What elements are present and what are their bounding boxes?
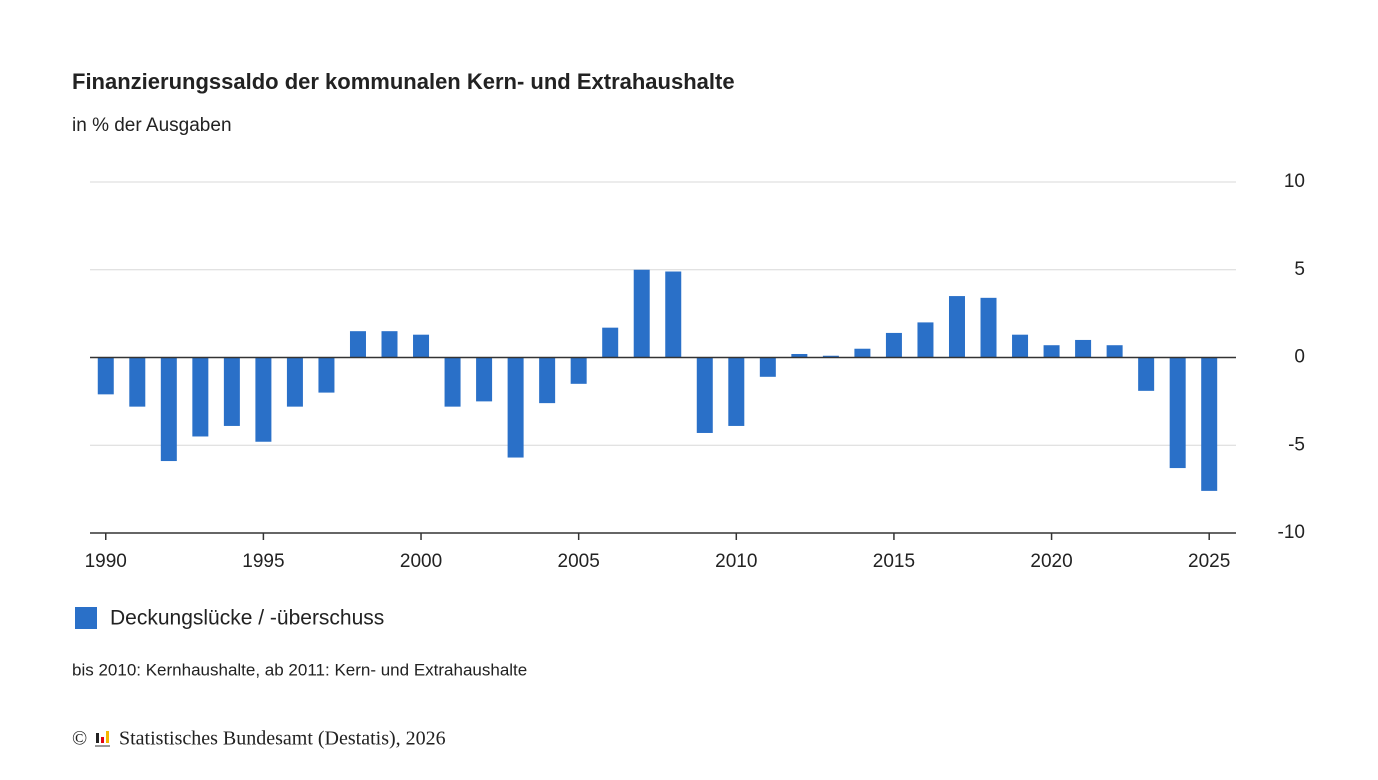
bar (917, 322, 934, 358)
bar (822, 355, 839, 358)
legend-label: Deckungslücke / -überschuss (110, 607, 384, 630)
bar (948, 296, 965, 358)
bar (1043, 345, 1060, 358)
x-tick-label: 2010 (715, 551, 757, 572)
bar (1169, 357, 1186, 469)
bar (791, 353, 808, 358)
bar (507, 357, 524, 458)
x-tick-label: 2020 (1030, 551, 1072, 572)
bar (1138, 357, 1155, 391)
bar (476, 357, 493, 402)
bar (413, 334, 430, 358)
bar (286, 357, 303, 407)
bar (318, 357, 335, 393)
bar (1012, 334, 1029, 358)
y-tick-label: 10 (1284, 171, 1305, 192)
bar (129, 357, 146, 407)
bar (381, 331, 398, 358)
chart-note: bis 2010: Kernhaushalte, ab 2011: Kern- … (72, 660, 527, 679)
chart-title: Finanzierungssaldo der kommunalen Kern- … (72, 69, 735, 94)
x-tick-label: 2005 (558, 551, 600, 572)
legend-swatch (75, 607, 97, 629)
source: Statistisches Bundesamt (Destatis), 2026 (119, 728, 446, 750)
bar (349, 331, 366, 358)
bar (854, 348, 871, 358)
bar (539, 357, 556, 404)
bar (696, 357, 713, 433)
chart-subtitle: in % der Ausgaben (72, 115, 232, 136)
bar (1201, 357, 1218, 491)
bar (255, 357, 272, 442)
bar (444, 357, 461, 407)
bar (885, 332, 902, 358)
bar (602, 327, 619, 358)
bar (1106, 345, 1123, 358)
y-tick-label: 0 (1294, 347, 1305, 368)
y-tick-label: -10 (1278, 522, 1305, 543)
x-tick-label: 2000 (400, 551, 442, 572)
bar (633, 269, 650, 358)
bar (980, 297, 997, 358)
bar (223, 357, 240, 426)
copyright: © (72, 728, 87, 750)
bar (97, 357, 114, 395)
bar (759, 357, 776, 377)
x-tick-label: 1995 (242, 551, 284, 572)
bar (192, 357, 209, 437)
bar (728, 357, 745, 426)
bar (160, 357, 177, 462)
y-tick-label: 5 (1294, 259, 1305, 280)
y-tick-label: -5 (1288, 434, 1305, 455)
logo (95, 731, 110, 747)
bar (1075, 339, 1092, 358)
x-tick-label: 2015 (873, 551, 915, 572)
bar (570, 357, 587, 384)
bar (665, 271, 682, 358)
x-tick-label: 2025 (1188, 551, 1230, 572)
x-tick-label: 1990 (85, 551, 127, 572)
